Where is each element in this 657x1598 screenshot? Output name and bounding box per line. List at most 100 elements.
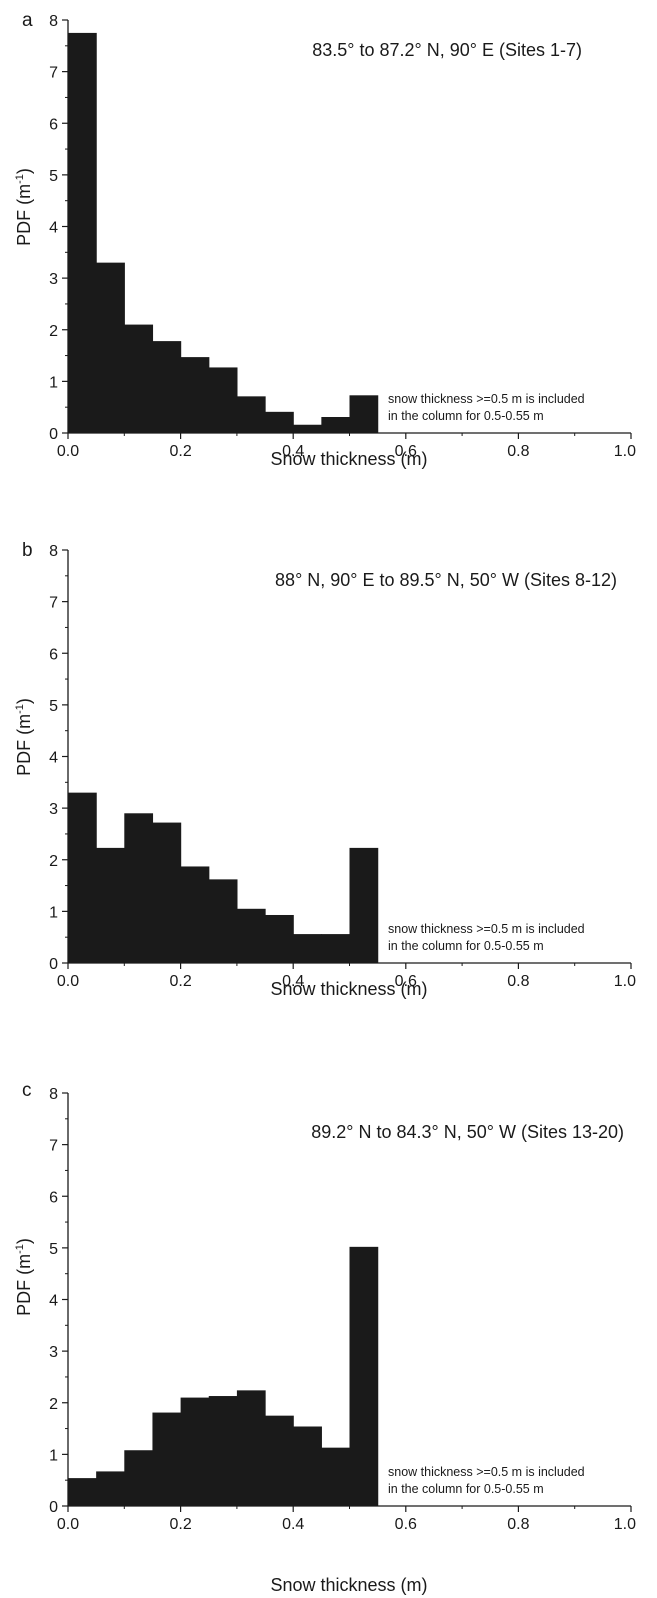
y-tick-label: 0 — [49, 1499, 58, 1516]
y-axis-label-close: ) — [14, 698, 34, 704]
bar-0.1 — [124, 1450, 154, 1506]
panel-letter: a — [22, 10, 33, 31]
y-tick-label: 8 — [49, 13, 58, 30]
bar-0.35 — [265, 914, 294, 963]
bar-0.4 — [293, 1426, 322, 1506]
bar-0.45 — [321, 417, 351, 433]
x-tick-label: 0.6 — [395, 973, 417, 990]
bar-0.3 — [236, 908, 266, 963]
panel-a: a 83.5° to 87.2° N, 90° E (Sites 1-7) PD… — [14, 10, 636, 469]
y-tick-label: 7 — [49, 65, 58, 82]
x-axis-label: Snow thickness (m) — [270, 1575, 427, 1595]
bar-0.05 — [96, 847, 125, 963]
bar-0.5 — [349, 1246, 379, 1506]
note-line-2: in the column for 0.5-0.55 m — [388, 1482, 544, 1496]
note-line-1: snow thickness >=0.5 m is included — [388, 392, 585, 406]
bar-0 — [68, 32, 97, 433]
note-line-2: in the column for 0.5-0.55 m — [388, 409, 544, 423]
axes: 0 1 2 3 4 5 6 7 8 0.0 0.2 0.4 0.6 0.8 1.0 — [49, 1086, 636, 1533]
bar-0.25 — [208, 1396, 238, 1506]
bar-0.05 — [96, 262, 125, 433]
bar-0.15 — [152, 822, 182, 963]
y-tick-label: 4 — [49, 220, 58, 237]
bar-0.25 — [208, 367, 238, 433]
y-tick-label: 2 — [49, 853, 58, 870]
histogram-bars — [68, 792, 379, 963]
bar-0.45 — [321, 934, 351, 963]
y-tick-label: 6 — [49, 646, 58, 663]
bar-0 — [68, 1478, 97, 1506]
y-axis-label-main: PDF (m — [14, 714, 34, 776]
x-axis-label: Snow thickness (m) — [270, 449, 427, 469]
y-tick-label: 8 — [49, 1086, 58, 1103]
y-tick-label: 4 — [49, 1293, 58, 1310]
bar-0 — [68, 792, 97, 963]
y-tick-label: 3 — [49, 1344, 58, 1361]
bar-0.1 — [124, 324, 154, 433]
y-tick-label: 0 — [49, 956, 58, 973]
y-axis-label: PDF (m-1) — [14, 1238, 34, 1316]
bar-0.15 — [152, 341, 182, 433]
y-axis-label-superscript: -1 — [14, 1244, 26, 1254]
bar-0.15 — [152, 1412, 182, 1506]
bar-0.25 — [208, 879, 238, 963]
x-tick-label: 0.0 — [57, 443, 79, 460]
y-tick-label: 6 — [49, 116, 58, 133]
bar-0.2 — [180, 357, 210, 433]
histogram-bars — [68, 32, 379, 433]
bar-0.3 — [236, 396, 266, 433]
bar-0.35 — [265, 1415, 294, 1506]
note-line-2: in the column for 0.5-0.55 m — [388, 939, 544, 953]
y-tick-label: 1 — [49, 904, 58, 921]
axes: 0 1 2 3 4 5 6 7 8 0.0 0.2 0.4 0.6 0.8 1.0 — [49, 543, 636, 990]
x-tick-label: 0.0 — [57, 973, 79, 990]
bar-0.4 — [293, 424, 322, 433]
y-axis-label-main: PDF (m — [14, 184, 34, 246]
x-tick-label: 0.6 — [395, 1516, 417, 1533]
chart-title: 88° N, 90° E to 89.5° N, 50° W (Sites 8-… — [275, 570, 617, 590]
x-tick-label: 0.8 — [507, 443, 529, 460]
axes: 0 1 2 3 4 5 6 7 8 0.0 0.2 0.4 0.6 0.8 1.0 — [49, 13, 636, 460]
bar-0.35 — [265, 411, 294, 433]
x-tick-label: 0.6 — [395, 443, 417, 460]
bar-0.5 — [349, 847, 379, 963]
y-tick-label: 4 — [49, 750, 58, 767]
y-tick-label: 8 — [49, 543, 58, 560]
y-tick-label: 5 — [49, 698, 58, 715]
x-tick-label: 0.2 — [169, 443, 191, 460]
x-tick-label: 0.4 — [282, 1516, 304, 1533]
y-axis-label-close: ) — [14, 168, 34, 174]
y-tick-label: 1 — [49, 374, 58, 391]
x-tick-label: 0.0 — [57, 1516, 79, 1533]
y-axis-label-superscript: -1 — [14, 174, 26, 184]
y-axis-label-main: PDF (m — [14, 1254, 34, 1316]
y-tick-label: 6 — [49, 1189, 58, 1206]
x-tick-label: 0.2 — [169, 1516, 191, 1533]
bar-0.4 — [293, 934, 322, 963]
y-tick-label: 7 — [49, 1138, 58, 1155]
bar-0.2 — [180, 866, 210, 963]
bar-0.2 — [180, 1397, 210, 1506]
x-tick-label: 1.0 — [614, 1516, 636, 1533]
chart-title: 83.5° to 87.2° N, 90° E (Sites 1-7) — [312, 40, 582, 60]
y-axis-label-close: ) — [14, 1238, 34, 1244]
panel-c: c 89.2° N to 84.3° N, 50° W (Sites 13-20… — [14, 1080, 636, 1595]
y-tick-label: 3 — [49, 271, 58, 288]
note-line-1: snow thickness >=0.5 m is included — [388, 1465, 585, 1479]
panel-letter: b — [22, 540, 33, 561]
chart-title: 89.2° N to 84.3° N, 50° W (Sites 13-20) — [311, 1122, 624, 1142]
panel-letter: c — [22, 1080, 32, 1101]
y-tick-label: 0 — [49, 426, 58, 443]
y-tick-label: 3 — [49, 801, 58, 818]
x-tick-label: 0.4 — [282, 973, 304, 990]
note-line-1: snow thickness >=0.5 m is included — [388, 922, 585, 936]
y-axis-label: PDF (m-1) — [14, 168, 34, 246]
y-tick-label: 5 — [49, 1241, 58, 1258]
y-axis-label: PDF (m-1) — [14, 698, 34, 776]
bar-0.05 — [96, 1471, 125, 1506]
panel-b: b 88° N, 90° E to 89.5° N, 50° W (Sites … — [14, 540, 636, 999]
y-tick-label: 2 — [49, 323, 58, 340]
x-tick-label: 1.0 — [614, 973, 636, 990]
x-tick-label: 0.8 — [507, 1516, 529, 1533]
